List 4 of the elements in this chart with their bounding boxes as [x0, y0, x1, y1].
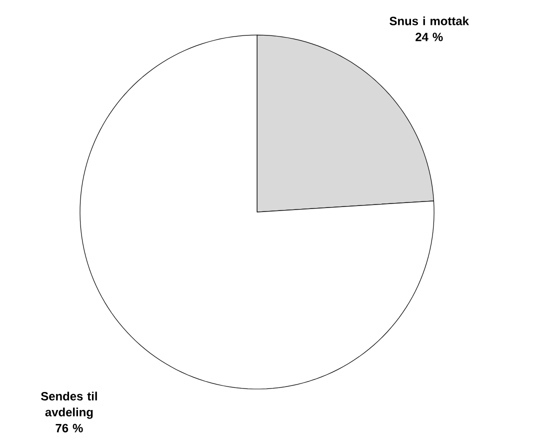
data-label: 76 % — [56, 424, 83, 432]
slice-label: Sendes til avdeling — [40, 392, 97, 419]
slice-label: Snus i mottak — [390, 16, 469, 26]
data-label: 24 % — [416, 32, 443, 42]
